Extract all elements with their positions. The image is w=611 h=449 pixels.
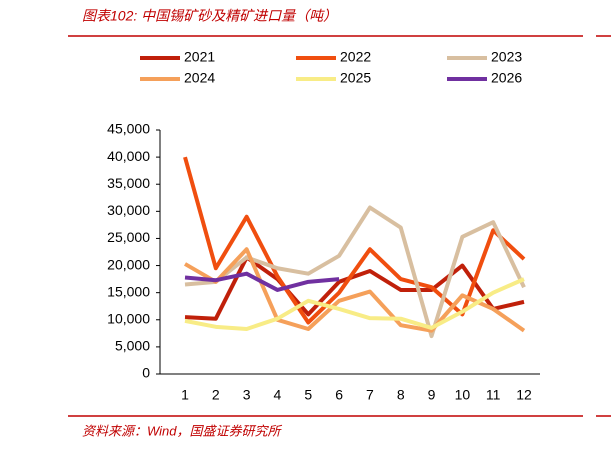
x-tick-label: 4 (274, 387, 282, 403)
y-tick-label: 15,000 (107, 283, 150, 299)
y-tick-label: 30,000 (107, 202, 150, 218)
chart-title: 图表102: 中国锡矿砂及精矿进口量（吨） (82, 8, 337, 24)
series-line (183, 247, 526, 333)
x-tick-label: 3 (243, 387, 251, 403)
y-tick-label: 5,000 (115, 338, 150, 354)
series-line (184, 277, 525, 331)
legend-label: 2026 (491, 70, 522, 86)
series-line (184, 271, 340, 292)
legend-label: 2025 (340, 70, 371, 86)
x-tick-label: 10 (455, 387, 471, 403)
x-tick-label: 9 (428, 387, 436, 403)
x-tick-label: 8 (397, 387, 405, 403)
series-line (184, 255, 525, 321)
y-tick-label: 35,000 (107, 175, 150, 191)
x-tick-label: 6 (335, 387, 343, 403)
legend-label: 2022 (340, 49, 371, 65)
series-line (184, 205, 526, 339)
series-line (183, 156, 526, 325)
x-tick-label: 7 (366, 387, 374, 403)
y-tick-label: 45,000 (107, 121, 150, 137)
y-tick-label: 0 (142, 365, 150, 381)
source-note: 资料来源：Wind，国盛证券研究所 (82, 423, 283, 438)
y-tick-label: 25,000 (107, 229, 150, 245)
y-tick-label: 40,000 (107, 148, 150, 164)
legend-label: 2021 (184, 49, 215, 65)
x-tick-label: 2 (212, 387, 220, 403)
legend-label: 2023 (491, 49, 522, 65)
legend-label: 2024 (184, 70, 215, 86)
x-tick-label: 1 (181, 387, 189, 403)
x-tick-label: 11 (486, 387, 501, 403)
y-tick-label: 10,000 (107, 310, 150, 326)
y-tick-label: 20,000 (107, 256, 150, 272)
x-tick-label: 5 (304, 387, 312, 403)
x-tick-label: 12 (516, 387, 532, 403)
